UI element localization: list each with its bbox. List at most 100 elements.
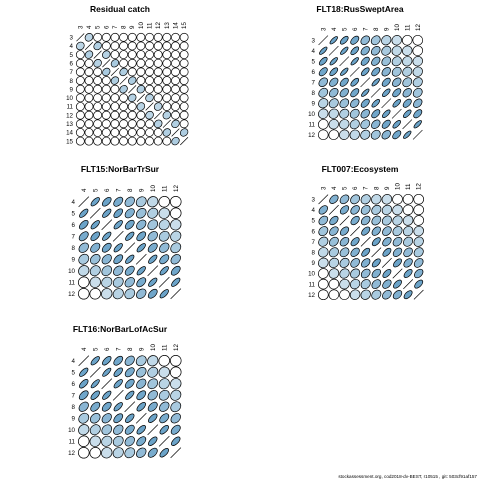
correlation-mark xyxy=(371,268,381,279)
correlation-mark xyxy=(349,278,361,290)
column-tick-label: 4 xyxy=(81,188,88,192)
column-tick-label: 11 xyxy=(161,185,168,192)
row-tick-label: 6 xyxy=(312,228,316,235)
correlation-mark xyxy=(403,130,412,139)
correlation-mark xyxy=(328,119,339,130)
correlation-mark xyxy=(159,266,169,276)
correlation-mark xyxy=(328,268,340,279)
correlation-mark xyxy=(124,401,136,413)
correlation-mark xyxy=(339,226,350,236)
correlation-mark xyxy=(414,268,424,279)
correlation-mark xyxy=(371,99,380,108)
row-tick-label: 4 xyxy=(312,48,316,55)
row-tick-label: 9 xyxy=(312,100,316,107)
correlation-mark xyxy=(125,231,135,241)
correlation-mark xyxy=(318,87,329,98)
column-tick-label: 5 xyxy=(342,186,349,190)
correlation-mark xyxy=(318,108,329,119)
correlation-mark xyxy=(162,32,172,42)
correlation-mark xyxy=(84,50,94,59)
column-tick-label: 11 xyxy=(161,344,168,351)
correlation-mark xyxy=(110,59,120,68)
correlation-mark xyxy=(179,102,189,111)
correlation-mark xyxy=(101,254,112,265)
correlation-mark xyxy=(145,136,154,146)
correlation-mark xyxy=(339,278,350,290)
correlation-mark xyxy=(135,253,147,265)
correlation-mark xyxy=(350,77,360,87)
row-tick-label: 5 xyxy=(312,218,316,225)
correlation-mark xyxy=(158,389,170,401)
row-tick-label: 7 xyxy=(70,69,74,76)
row-tick-label: 11 xyxy=(309,121,316,128)
correlation-mark xyxy=(84,119,94,129)
correlation-mark xyxy=(110,128,120,137)
correlation-mark xyxy=(136,67,146,77)
row-tick-label: 8 xyxy=(312,90,316,97)
correlation-mark xyxy=(360,268,371,279)
correlation-mark xyxy=(339,35,349,45)
correlation-mark xyxy=(84,110,94,120)
correlation-mark xyxy=(179,128,189,137)
correlation-mark xyxy=(319,46,328,55)
correlation-mark xyxy=(101,242,112,253)
correlation-mark xyxy=(317,268,329,279)
correlation-mark xyxy=(136,402,146,412)
correlation-mark xyxy=(145,41,154,51)
row-tick-label: 5 xyxy=(72,210,76,217)
correlation-mark xyxy=(170,378,182,390)
correlation-mark xyxy=(145,128,154,137)
correlation-mark xyxy=(145,50,154,60)
correlation-mark xyxy=(328,247,339,258)
correlation-mark xyxy=(136,76,146,85)
correlation-mark xyxy=(136,41,146,51)
correlation-mark xyxy=(339,236,350,247)
correlation-mark xyxy=(162,84,172,94)
column-tick-label: 9 xyxy=(383,27,390,31)
correlation-mark xyxy=(413,225,424,237)
correlation-mark xyxy=(171,436,181,446)
correlation-mark xyxy=(147,424,159,436)
correlation-mark xyxy=(101,119,111,129)
correlation-mark xyxy=(119,136,128,146)
correlation-mark xyxy=(318,77,329,88)
correlation-mark xyxy=(402,98,412,108)
correlation-mark xyxy=(402,193,414,205)
correlation-mark xyxy=(78,401,89,412)
correlation-mark xyxy=(360,67,370,77)
correlation-mark xyxy=(90,231,101,242)
correlation-mark xyxy=(339,56,350,67)
correlation-mark xyxy=(78,424,90,436)
correlation-mark xyxy=(90,356,100,366)
correlation-mark xyxy=(392,247,403,257)
correlation-mark xyxy=(169,354,182,367)
correlation-mark xyxy=(361,258,371,268)
correlation-mark xyxy=(371,237,381,247)
correlation-mark xyxy=(392,226,403,237)
correlation-mark xyxy=(89,366,101,378)
column-tick-label: 11 xyxy=(405,183,412,190)
column-tick-label: 3 xyxy=(320,186,327,190)
correlation-mark xyxy=(125,413,135,423)
panel-title: Residual catch xyxy=(90,4,150,14)
row-tick-label: 5 xyxy=(72,369,76,376)
correlation-mark xyxy=(124,196,135,207)
correlation-mark xyxy=(162,76,172,85)
correlation-mark xyxy=(350,215,360,226)
correlation-mark xyxy=(318,247,329,258)
correlation-mark xyxy=(412,34,424,46)
correlation-mark xyxy=(339,88,349,98)
correlation-mark xyxy=(360,194,371,205)
correlation-mark xyxy=(412,45,424,57)
correlation-mark xyxy=(102,50,111,59)
correlation-mark xyxy=(148,436,158,446)
correlation-mark xyxy=(339,108,350,119)
column-tick-label: 8 xyxy=(127,347,134,351)
correlation-mark xyxy=(403,279,414,290)
correlation-mark xyxy=(328,87,339,98)
correlation-mark xyxy=(148,413,158,423)
correlation-mark xyxy=(329,194,339,204)
row-tick-label: 10 xyxy=(66,95,73,102)
correlation-mark xyxy=(78,390,89,401)
